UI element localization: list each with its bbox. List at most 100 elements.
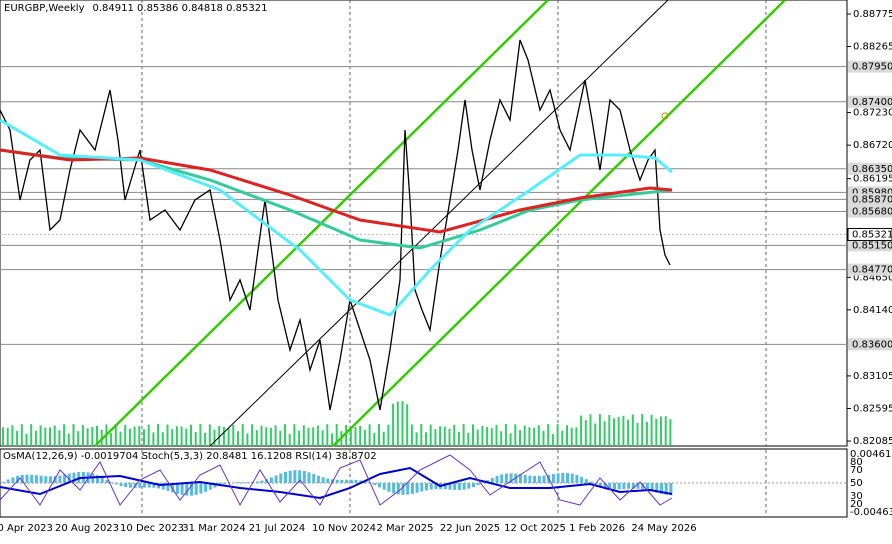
osma-bar bbox=[26, 475, 29, 483]
osma-bar bbox=[575, 475, 578, 483]
vol-bar bbox=[660, 417, 662, 446]
vol-bar bbox=[505, 424, 507, 446]
vol-bar bbox=[364, 430, 366, 446]
vol-bar bbox=[430, 425, 432, 446]
vol-bar bbox=[190, 425, 192, 446]
date-label: 1 Feb 2026 bbox=[569, 523, 625, 534]
vol-bar bbox=[425, 432, 427, 446]
vol-bar bbox=[138, 426, 140, 446]
osma-bar bbox=[275, 475, 278, 483]
vol-bar bbox=[284, 424, 286, 446]
vol-bar bbox=[373, 433, 375, 446]
vol-bar bbox=[514, 424, 516, 446]
osma-bar bbox=[204, 483, 207, 492]
price-label: 0.86195 bbox=[853, 174, 892, 185]
vol-bar bbox=[171, 429, 173, 446]
current-label: 0.85321 bbox=[852, 229, 892, 240]
vol-bar bbox=[519, 430, 521, 446]
vol-bar bbox=[298, 431, 300, 446]
vol-bar bbox=[2, 427, 4, 446]
date-label: 24 May 2026 bbox=[631, 523, 696, 534]
level-label: 0.87400 bbox=[852, 97, 892, 108]
osma-bar bbox=[105, 480, 108, 483]
vol-bar bbox=[533, 428, 535, 446]
vol-bar bbox=[552, 434, 554, 446]
osma-bar bbox=[261, 481, 264, 483]
vol-bar bbox=[477, 430, 479, 446]
vol-bar bbox=[68, 434, 70, 446]
vol-bar bbox=[449, 429, 451, 446]
vol-bar bbox=[420, 424, 422, 446]
osma-bar bbox=[585, 479, 588, 483]
level-label: 0.85150 bbox=[852, 240, 892, 251]
ind-label: 50 bbox=[850, 478, 863, 489]
vol-bar bbox=[54, 425, 56, 446]
osma-bar bbox=[11, 477, 14, 483]
vol-bar bbox=[655, 419, 657, 446]
vol-bar bbox=[453, 425, 455, 446]
vol-bar bbox=[622, 416, 624, 446]
vol-bar bbox=[491, 428, 493, 446]
osma-bar bbox=[110, 482, 113, 483]
vol-bar bbox=[322, 430, 324, 446]
osma-bar bbox=[317, 476, 320, 483]
vol-bar bbox=[246, 433, 248, 446]
osma-bar bbox=[397, 483, 400, 495]
osma-bar bbox=[571, 474, 574, 483]
vol-bar bbox=[669, 419, 671, 446]
vol-bar bbox=[58, 430, 60, 446]
vol-bar bbox=[331, 433, 333, 446]
osma-bar bbox=[566, 473, 569, 483]
vol-bar bbox=[359, 426, 361, 446]
price-axis: 0.887750.882650.872300.867200.861950.846… bbox=[847, 9, 892, 447]
osma-bar bbox=[453, 483, 456, 490]
osma-bar bbox=[552, 474, 555, 483]
osma-bar bbox=[293, 470, 296, 483]
vol-bar bbox=[444, 427, 446, 446]
indicator-title: OsMA(12,26,9) -0.0019704 Stoch(5,3,3) 20… bbox=[3, 451, 377, 462]
vol-bar bbox=[176, 426, 178, 446]
vol-bar bbox=[270, 428, 272, 446]
osma-bar bbox=[538, 476, 541, 483]
level-label: 0.85680 bbox=[852, 207, 892, 218]
osma-bar bbox=[246, 482, 249, 483]
vol-bar bbox=[129, 429, 131, 446]
osma-bar bbox=[284, 472, 287, 483]
osma-bar bbox=[49, 476, 52, 483]
osma-bar bbox=[622, 483, 625, 489]
vol-bar bbox=[312, 427, 314, 446]
vol-bar bbox=[185, 429, 187, 446]
price-label: 0.83105 bbox=[853, 371, 892, 382]
price-label: 0.88265 bbox=[853, 42, 892, 53]
osma-bar bbox=[561, 473, 564, 483]
vol-bar bbox=[594, 423, 596, 446]
vol-bar bbox=[35, 431, 37, 446]
osma-bar bbox=[279, 473, 282, 483]
vol-bar bbox=[383, 432, 385, 446]
vol-bar bbox=[303, 425, 305, 446]
osma-bar bbox=[340, 480, 343, 483]
vol-bar bbox=[397, 402, 399, 446]
osma-bar bbox=[181, 483, 184, 495]
osma-bar bbox=[303, 471, 306, 483]
osma-bar bbox=[416, 483, 419, 493]
vol-bar bbox=[392, 404, 394, 446]
vol-bar bbox=[627, 420, 629, 446]
osma-bar bbox=[472, 483, 475, 487]
osma-bar bbox=[120, 483, 123, 486]
vol-bar bbox=[632, 414, 634, 446]
vol-bar bbox=[44, 428, 46, 446]
vol-bar bbox=[63, 424, 65, 446]
osma-bar bbox=[373, 483, 376, 485]
osma-bar bbox=[270, 477, 273, 483]
vol-bar bbox=[608, 415, 610, 446]
indicator-axis: 0.0046138070503020-0.004631 bbox=[850, 449, 892, 518]
ohlc: 0.84911 0.85386 0.84818 0.85321 bbox=[93, 3, 268, 14]
osma-bar bbox=[355, 480, 358, 483]
osma-bar bbox=[326, 479, 329, 483]
osma-bar bbox=[387, 483, 390, 492]
osma-bar bbox=[185, 483, 188, 496]
osma-bar bbox=[580, 477, 583, 483]
